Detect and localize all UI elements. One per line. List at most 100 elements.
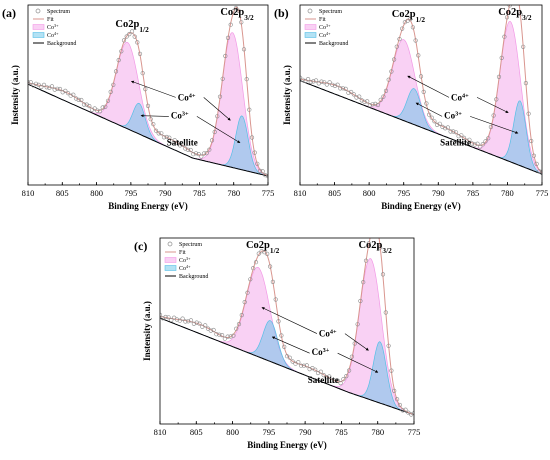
spectrum-point	[191, 152, 196, 157]
spectrum-point	[373, 101, 378, 106]
co3-annotation: Co3+	[444, 110, 462, 121]
spectrum-point	[392, 57, 397, 62]
spectrum-point	[397, 402, 403, 408]
spectrum-point	[260, 169, 265, 174]
co4-annotation: Co4+	[178, 92, 196, 103]
spectrum-point	[306, 76, 311, 82]
spectrum-point	[343, 86, 348, 91]
y-axis-label: Instensity (a.u.)	[282, 65, 292, 125]
panel-label: (c)	[134, 239, 147, 253]
spectrum-point	[68, 93, 73, 98]
spectrum-point	[448, 129, 453, 134]
spectrum-point	[225, 35, 231, 41]
spectrum-point	[65, 90, 71, 96]
spectrum-point	[400, 408, 405, 413]
legend-label: Spectrum	[319, 9, 342, 15]
spectrum-point	[208, 328, 213, 333]
spectrum-point	[257, 168, 263, 173]
spectrum-point	[253, 260, 259, 265]
spectrum-point	[259, 249, 264, 254]
spectrum-point	[340, 86, 346, 91]
spectrum-point	[424, 101, 429, 106]
spectrum-point	[408, 17, 413, 22]
spectrum-points	[160, 227, 414, 417]
x-tick-label: 810	[294, 188, 307, 198]
arrow-co4-left	[130, 80, 176, 98]
spectrum-point	[332, 378, 338, 383]
spectrum-point	[124, 34, 129, 39]
legend-label: Co3+	[319, 23, 331, 32]
spectrum-point	[116, 57, 121, 63]
spectrum-point	[111, 82, 116, 87]
spectrum-point	[127, 31, 132, 37]
spectrum-point	[296, 360, 301, 365]
spectrum-point	[183, 319, 188, 324]
x-tick-label: 780	[501, 188, 514, 198]
spectrum-point	[461, 135, 467, 140]
spectrum-point	[217, 94, 223, 99]
spectrum-point	[207, 147, 212, 152]
x-tick-label: 795	[262, 427, 275, 437]
spectrum-point	[151, 122, 156, 127]
spectrum-point	[344, 374, 349, 379]
spectrum-point	[521, 44, 526, 49]
spectrum-point	[488, 124, 494, 130]
satellite-annotation: Satellite	[167, 137, 198, 147]
spectrum-point	[304, 363, 309, 368]
spectrum-point	[346, 90, 351, 95]
spectrum-point	[177, 318, 182, 323]
spectrum-point	[241, 47, 247, 52]
legend-spectrum-marker	[307, 8, 313, 14]
spectrum-point	[55, 86, 60, 91]
x-tick-label: 785	[193, 188, 206, 198]
spectrum-point	[357, 94, 362, 99]
spectrum-point	[220, 76, 225, 81]
spectrum-point	[376, 227, 380, 231]
spectrum-point	[375, 102, 381, 108]
spectrum-point	[97, 109, 103, 114]
y-axis-label: Instensity (a.u.)	[10, 65, 20, 125]
legend-label: Background	[47, 41, 76, 47]
spectrum-point	[491, 113, 496, 118]
legend-label: Background	[179, 274, 208, 280]
spectrum-point	[244, 77, 249, 82]
spectrum-point	[234, 326, 239, 331]
legend-spectrum-marker	[35, 8, 41, 14]
spectrum-point	[180, 316, 185, 321]
arrow-co4-right	[476, 97, 509, 113]
spectrum-points	[28, 5, 268, 179]
spectrum-point	[95, 108, 100, 113]
spectrum-point	[236, 8, 241, 13]
spectrum-point	[381, 94, 386, 99]
spectrum-point	[255, 161, 260, 166]
spectrum-point	[534, 161, 539, 166]
spectrum-point	[437, 121, 442, 126]
spectrum-point	[135, 40, 140, 45]
spectrum-point	[389, 368, 394, 373]
spectrum-point	[167, 135, 172, 140]
panel-b: 810 805 800 795 790 785 780 775 Binding Energy (…	[274, 4, 548, 211]
plot-area	[160, 227, 414, 417]
spectrum-point	[129, 29, 135, 34]
spectrum-point	[418, 74, 424, 79]
spectrum-point	[370, 231, 374, 235]
spectrum-point	[352, 341, 357, 346]
spectrum-point	[103, 104, 108, 109]
spectrum-point	[215, 114, 220, 119]
spectrum-point	[268, 264, 273, 269]
x-tick-label: 800	[90, 188, 103, 198]
spectrum-point	[499, 55, 504, 61]
spectrum-point	[100, 105, 105, 110]
panel-a: 810 805 800 795 790 785 780 775 Binding Energy (…	[2, 4, 274, 211]
spectrum-point	[335, 378, 340, 383]
spectrum-point	[386, 343, 391, 348]
spectrum-point	[486, 136, 491, 141]
spectrum-point	[211, 327, 216, 333]
spectrum-point	[57, 86, 63, 92]
x-tick-label: 800	[363, 188, 376, 198]
legend-label: Spectrum	[47, 9, 70, 15]
spectrum-point	[175, 140, 180, 145]
spectrum-point	[537, 169, 542, 174]
spectrum-point	[459, 133, 464, 138]
